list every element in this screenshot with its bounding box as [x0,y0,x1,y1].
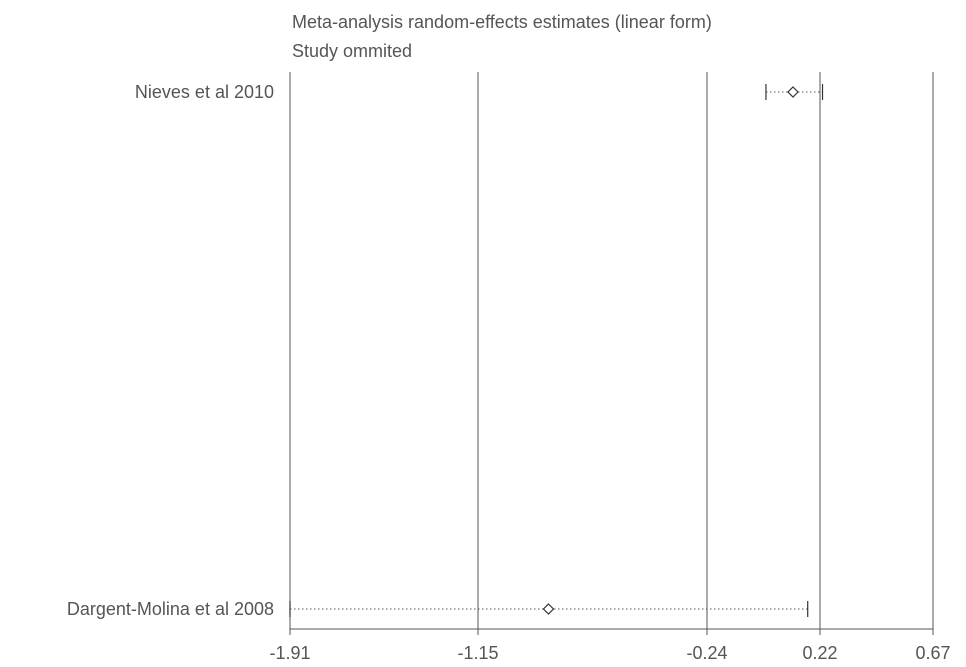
point-estimate-marker [787,86,799,98]
x-tick-label: -0.24 [686,643,727,663]
chart-subtitle: Study ommited [292,41,412,61]
study-label: Nieves et al 2010 [135,82,274,102]
x-tick-label: -1.91 [269,643,310,663]
study-row: Dargent-Molina et al 2008 [67,599,809,619]
x-tick-label: 0.22 [802,643,837,663]
x-tick-label: 0.67 [915,643,950,663]
point-estimate-marker [542,603,555,615]
study-row: Nieves et al 2010 [135,82,824,102]
chart-title: Meta-analysis random-effects estimates (… [292,12,712,32]
grid-lines [289,72,934,629]
study-label: Dargent-Molina et al 2008 [67,599,274,619]
x-axis: -1.91 -1.15 -0.24 0.22 0.67 [269,628,951,663]
study-rows: Nieves et al 2010 Dargent-Molina et al 20… [67,82,824,619]
x-tick-label: -1.15 [457,643,498,663]
